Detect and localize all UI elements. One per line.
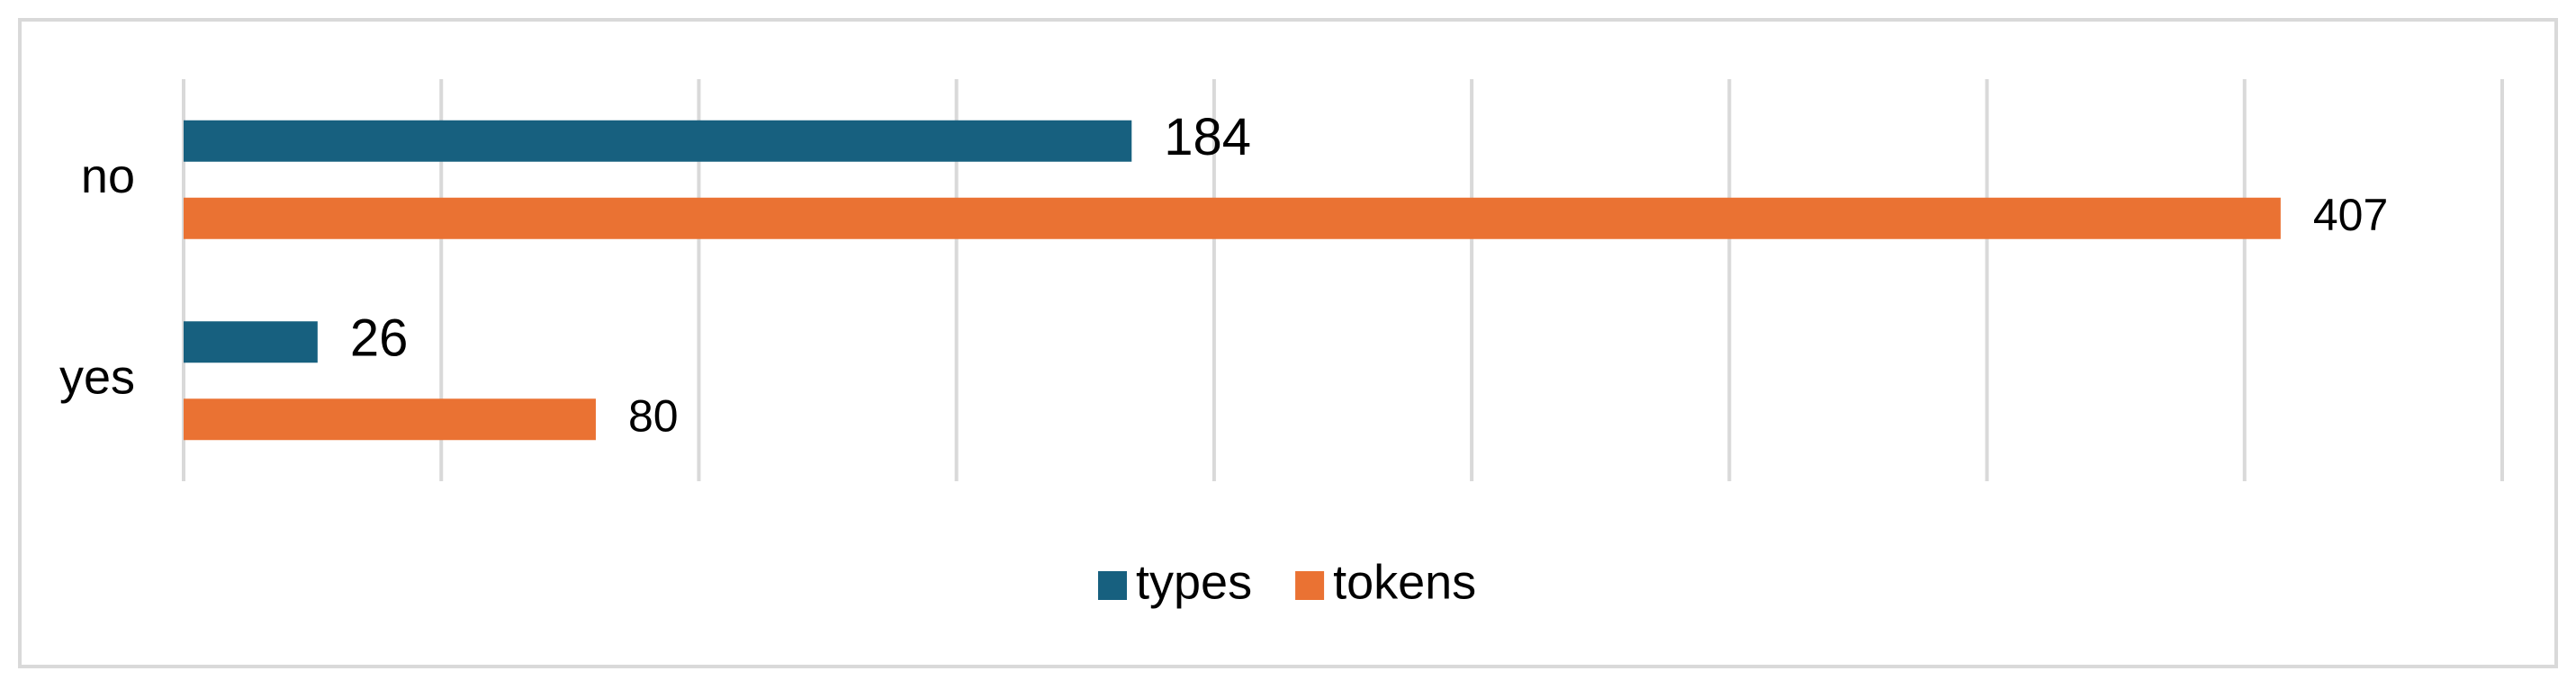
bar (184, 120, 1132, 162)
data-label: 184 (1164, 108, 1251, 166)
bar (184, 197, 2281, 239)
legend-swatch (1098, 571, 1127, 600)
bar (184, 321, 318, 363)
legend-label: types (1136, 555, 1252, 609)
data-label: 407 (2313, 190, 2388, 240)
category-label: no (81, 149, 135, 203)
legend-label: tokens (1333, 555, 1476, 609)
data-label: 80 (628, 390, 679, 441)
legend-swatch (1295, 571, 1325, 600)
category-label: yes (59, 351, 135, 405)
bar (184, 398, 596, 441)
data-label: 26 (350, 309, 409, 368)
